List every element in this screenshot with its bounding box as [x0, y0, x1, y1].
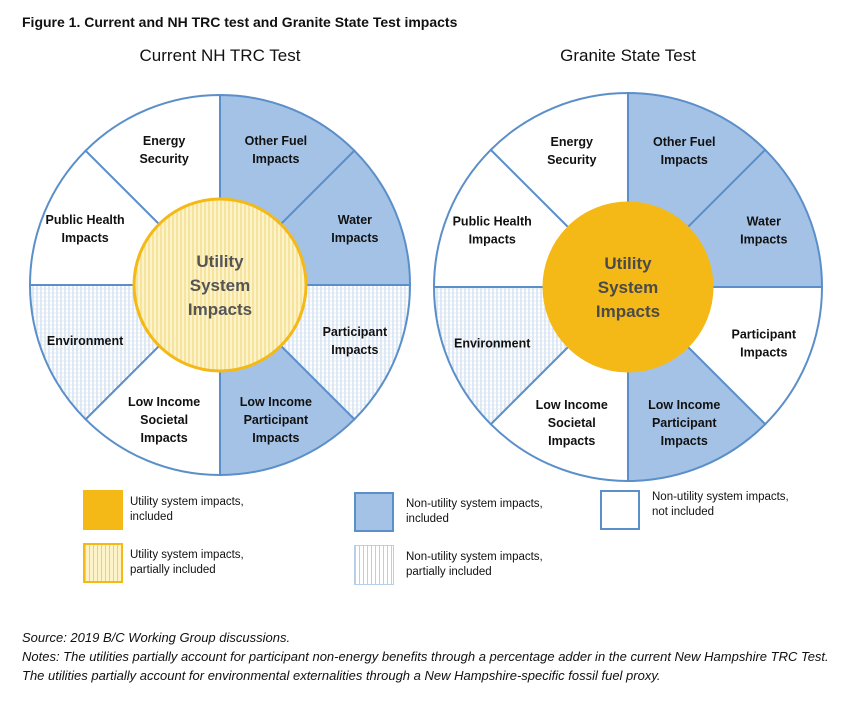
segment-label-energy-security: Energy Security	[547, 135, 596, 167]
legend-swatch-non-utility-partial	[354, 545, 394, 585]
segment-label-other-fuel-impacts: Other Fuel Impacts	[245, 134, 308, 166]
legend-label-non-utility-not-included: Non-utility system impacts, not included	[652, 491, 789, 518]
segment-label-public-health-impacts: Public Health Impacts	[46, 213, 125, 245]
legend-swatch-non-utility-not-included	[600, 490, 640, 530]
segment-label-water-impacts: Water Impacts	[331, 213, 378, 245]
legend-label-non-utility-partial: Non-utility system impacts, partially inc…	[406, 551, 543, 578]
diagram-title-current-trc: Current NH TRC Test	[139, 46, 301, 65]
notes: Notes: The utilities partially account f…	[22, 649, 829, 683]
source-note: Source: 2019 B/C Working Group discussio…	[22, 630, 291, 645]
legend-swatch-utility-partial	[83, 543, 123, 583]
legend-swatch-utility-included	[83, 490, 123, 530]
wheel-current-nh-trc-test: Other Fuel Impacts Water Impacts Participant…	[28, 93, 412, 477]
segment-label-participant-impacts: Participant Impacts	[732, 327, 797, 359]
legend-label-utility-included: Utility system impacts, included	[130, 496, 244, 523]
center-label: Utility System Impacts	[188, 252, 252, 319]
legend-label-non-utility-included: Non-utility system impacts, included	[406, 498, 543, 525]
segment-label-public-health-impacts: Public Health Impacts	[453, 215, 532, 247]
segment-label-water-impacts: Water Impacts	[740, 215, 787, 247]
legend-label-utility-partial: Utility system impacts, partially include…	[130, 549, 244, 576]
segment-label-energy-security: Energy Security	[139, 134, 188, 166]
center-utility-system-impacts	[132, 197, 308, 373]
figure-footer: Source: 2019 B/C Working Group discussio…	[22, 628, 832, 685]
segment-label-low-income-participant-impacts: Low Income Participant Impacts	[648, 398, 720, 448]
center-label: Utility System Impacts	[596, 254, 660, 321]
segment-label-environment: Environment	[47, 334, 124, 348]
segment-label-participant-impacts: Participant Impacts	[323, 325, 388, 357]
center-utility-system-impacts	[542, 201, 714, 373]
segment-label-low-income-societal-impacts: Low Income Societal Impacts	[128, 395, 200, 445]
segment-label-environment: Environment	[454, 336, 531, 350]
segment-label-other-fuel-impacts: Other Fuel Impacts	[653, 135, 716, 167]
segment-label-low-income-societal-impacts: Low Income Societal Impacts	[536, 398, 608, 448]
segment-label-low-income-participant-impacts: Low Income Participant Impacts	[240, 395, 312, 445]
diagram-title-granite-state: Granite State Test	[560, 46, 696, 65]
legend-swatch-non-utility-included	[354, 492, 394, 532]
figure-title: Figure 1. Current and NH TRC test and Gr…	[22, 14, 458, 30]
wheel-granite-state-test: Other Fuel Impacts Water Impacts Participant…	[432, 91, 824, 483]
